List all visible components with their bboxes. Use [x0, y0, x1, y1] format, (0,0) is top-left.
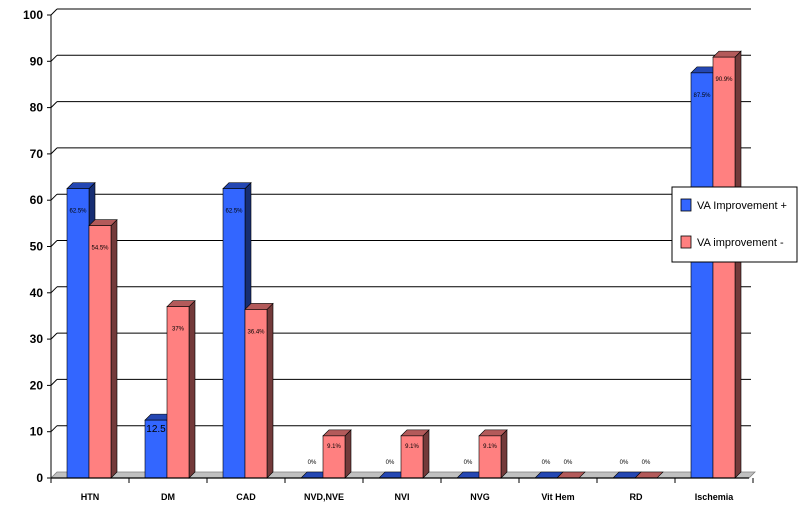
bar-2-HTN: 54.5%	[88, 218, 118, 479]
bar-2-DM: 37%	[166, 299, 196, 479]
bar-side	[344, 429, 352, 479]
data-label: 9.1%	[405, 444, 419, 450]
bar-1-RD: 0%	[612, 460, 642, 479]
y-tick-label: 70	[30, 147, 44, 161]
gridline-diagonal	[50, 240, 58, 247]
bar-front	[88, 225, 112, 479]
x-tick-label: CAD	[236, 492, 256, 502]
bar-2-NVI: 9.1%	[400, 429, 430, 479]
y-tick-label: 60	[30, 193, 44, 207]
data-label: 0%	[542, 460, 551, 466]
bar-front	[400, 435, 424, 479]
x-tick-label: Vit Hem	[541, 492, 574, 502]
legend-swatch-series-2	[680, 235, 692, 249]
y-tick-label: 10	[30, 425, 44, 439]
y-tick-label: 100	[23, 8, 43, 22]
gridline-diagonal	[50, 54, 58, 62]
legend-label-series-2: VA improvement -	[697, 237, 784, 249]
data-label: 90.9%	[715, 77, 733, 83]
bars: 62.5% 54.5% 12.5 37% 62.5% 36.4% 0% 9.1% 0% 9.1% 0…	[66, 50, 742, 479]
data-label: 54.5%	[91, 246, 109, 252]
bar-front	[66, 188, 90, 479]
bar-2-NVD,NVE: 9.1%	[322, 429, 352, 479]
gridline-diagonal	[50, 147, 58, 155]
bar-side	[110, 218, 118, 479]
x-tick-label: NVD,NVE	[304, 492, 344, 502]
gridline-diagonal	[50, 101, 58, 108]
gridline-diagonal	[50, 379, 58, 386]
gridline-diagonal	[50, 193, 58, 201]
data-label: 0%	[620, 460, 629, 466]
x-tick-label: Ischemia	[695, 492, 735, 502]
bar-side	[422, 429, 430, 479]
y-tick-label: 40	[30, 286, 44, 300]
legend-swatch-series-1	[680, 198, 692, 212]
y-axis: 0 10 20 30 40 50 60 70 80 90 100	[23, 8, 52, 485]
legend-box	[671, 186, 798, 263]
bar-2-Vit Hem: 0%	[556, 460, 586, 479]
x-tick-label: NVI	[394, 492, 409, 502]
bar-2-Ischemia: 90.9%	[712, 50, 742, 479]
bar-2-NVG: 9.1%	[478, 429, 508, 479]
data-label: 36.4%	[247, 329, 265, 335]
y-tick-label: 20	[30, 378, 44, 392]
bar-side	[500, 429, 508, 479]
bar-front	[322, 435, 346, 479]
x-tick-label: NVG	[470, 492, 490, 502]
bar-1-Vit Hem: 0%	[534, 460, 564, 479]
gridlines	[50, 8, 751, 433]
bar-front	[712, 56, 736, 479]
legend: VA Improvement + VA improvement -	[671, 186, 798, 263]
x-tick-label: RD	[630, 492, 643, 502]
data-label: 9.1%	[327, 444, 341, 450]
bar-front	[222, 188, 246, 479]
bar-side	[734, 50, 742, 479]
data-label: 0%	[386, 460, 395, 466]
y-tick-label: 0	[36, 471, 43, 485]
legend-label-series-1: VA Improvement +	[697, 200, 787, 212]
data-label: 0%	[308, 460, 317, 466]
x-axis: HTN DM CAD NVD,NVE NVI NVG Vit Hem RD Ischemia	[50, 477, 754, 502]
bar-2-RD: 0%	[634, 460, 664, 479]
bar-front	[478, 435, 502, 479]
y-tick-label: 90	[30, 54, 44, 68]
data-label: 12.5	[146, 424, 166, 435]
gridline-diagonal	[50, 286, 58, 294]
gridline-diagonal	[50, 332, 58, 340]
data-label: 62.5%	[225, 209, 243, 215]
data-label: 62.5%	[69, 209, 87, 215]
y-tick-label: 80	[30, 101, 44, 115]
data-label: 0%	[564, 460, 573, 466]
gridline-diagonal	[50, 8, 58, 16]
x-tick-label: DM	[161, 492, 175, 502]
data-label: 37%	[172, 327, 185, 333]
gridline-diagonal	[50, 425, 58, 433]
x-tick-label: HTN	[81, 492, 100, 502]
y-tick-label: 50	[30, 240, 44, 254]
y-tick-label: 30	[30, 332, 44, 346]
bar-2-CAD: 36.4%	[244, 302, 274, 479]
data-label: 87.5%	[693, 93, 711, 99]
bar-side	[188, 299, 196, 479]
bar-side	[266, 302, 274, 479]
data-label: 0%	[464, 460, 473, 466]
data-label: 9.1%	[483, 444, 497, 450]
data-label: 0%	[642, 460, 651, 466]
bar-front	[690, 72, 714, 479]
